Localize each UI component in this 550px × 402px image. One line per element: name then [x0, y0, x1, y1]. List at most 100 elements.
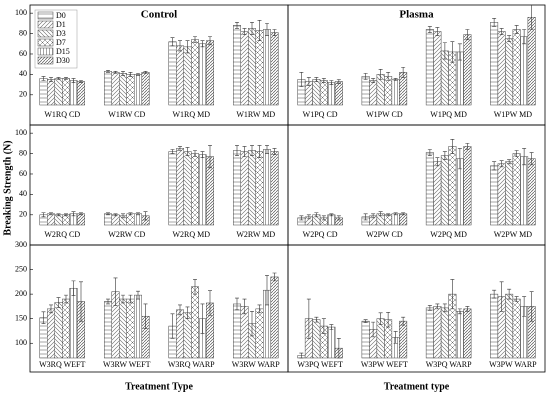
error-bar	[435, 27, 440, 36]
error-bar	[522, 148, 527, 166]
error-bar	[242, 28, 247, 35]
error-bar	[265, 145, 269, 154]
legend-label: D7	[56, 38, 66, 47]
bar	[497, 31, 506, 106]
error-bar	[128, 72, 133, 77]
bar	[384, 214, 393, 226]
error-bar	[136, 73, 140, 76]
bar	[191, 286, 199, 359]
bar	[512, 298, 521, 359]
error-bar	[185, 40, 190, 54]
bar	[240, 151, 249, 226]
error-bar	[265, 275, 269, 306]
x-tick-label: W1PW CD	[366, 110, 403, 119]
error-bar	[257, 304, 262, 314]
bar	[119, 73, 127, 106]
y-tick-label: 60	[19, 49, 27, 58]
bar	[505, 293, 514, 359]
error-bar	[257, 145, 262, 158]
bar	[527, 158, 536, 226]
bar	[240, 31, 249, 106]
legend-label: D3	[56, 29, 66, 38]
bar	[433, 31, 442, 106]
bar	[440, 155, 449, 226]
y-tick-label: 60	[19, 169, 27, 178]
error-bar	[450, 138, 455, 154]
bar	[111, 214, 120, 226]
error-bar	[457, 43, 462, 61]
y-axis-label: Breaking Strength (N)	[2, 140, 13, 235]
error-bar	[450, 279, 455, 310]
error-bar	[329, 80, 334, 85]
bar	[168, 151, 177, 226]
x-tick-label: W3PW WEFT	[361, 360, 408, 369]
error-bar	[41, 212, 46, 218]
y-tick-label: 150	[15, 314, 27, 323]
bar	[463, 308, 472, 359]
error-bar	[170, 37, 175, 47]
legend-swatch	[37, 56, 54, 65]
error-bar	[363, 319, 368, 323]
bar	[39, 78, 48, 106]
x-tick-label: W2PW CD	[366, 230, 403, 239]
bar	[425, 307, 434, 359]
x-tick-label: W2RW CD	[108, 230, 145, 239]
x-tick-label: W3RQ WARP	[168, 360, 215, 369]
bar	[248, 150, 256, 226]
error-bar	[393, 212, 398, 216]
error-bar	[442, 42, 447, 60]
error-bar	[136, 290, 140, 300]
bar	[512, 153, 521, 226]
bar	[490, 293, 499, 359]
error-bar	[427, 149, 432, 156]
error-bar	[306, 77, 311, 86]
bar	[62, 298, 70, 359]
error-bar	[529, 4, 534, 30]
x-tick-label: W2RQ MD	[172, 230, 210, 239]
error-bar	[321, 78, 326, 83]
error-bar	[208, 36, 212, 46]
bar	[77, 213, 85, 226]
x-tick-label: W2RQ CD	[44, 230, 80, 239]
bar	[361, 76, 370, 106]
error-bar	[386, 213, 391, 217]
y-tick-label: 100	[15, 128, 27, 137]
error-bar	[235, 22, 239, 29]
legend-swatch	[37, 20, 54, 29]
error-bar	[363, 73, 368, 80]
error-bar	[250, 22, 254, 35]
panel-frame	[287, 244, 546, 373]
y-tick-label: 80	[19, 148, 27, 157]
y-tick-label: 80	[19, 28, 27, 37]
bar	[62, 78, 70, 106]
bar	[463, 34, 472, 106]
error-bar	[529, 152, 534, 166]
error-bar	[128, 212, 133, 216]
error-bar	[492, 17, 497, 27]
error-bar	[386, 312, 391, 328]
x-tick-label: W3RW WEFT	[103, 360, 151, 369]
error-bar	[272, 29, 277, 36]
error-bar	[257, 20, 262, 42]
legend-label: D0	[56, 11, 66, 20]
x-axis-label: Treatment type	[384, 381, 450, 392]
bar	[62, 214, 70, 226]
error-bar	[113, 213, 118, 217]
bar	[233, 303, 241, 359]
panel-title: Control	[141, 9, 177, 21]
error-bar	[79, 281, 83, 322]
x-tick-label: W3PW WARP	[489, 360, 537, 369]
error-bar	[522, 296, 527, 317]
error-bar	[143, 303, 148, 329]
bar	[433, 306, 442, 359]
x-tick-label: W1RQ CD	[44, 110, 80, 119]
error-bar	[329, 213, 334, 217]
error-bar	[371, 213, 376, 219]
bar	[198, 43, 207, 106]
legend-swatch	[37, 38, 54, 47]
bar	[126, 213, 135, 226]
legend-label: D1	[56, 20, 66, 29]
error-bar	[136, 212, 140, 216]
error-bar	[435, 157, 440, 167]
bar	[183, 151, 192, 226]
